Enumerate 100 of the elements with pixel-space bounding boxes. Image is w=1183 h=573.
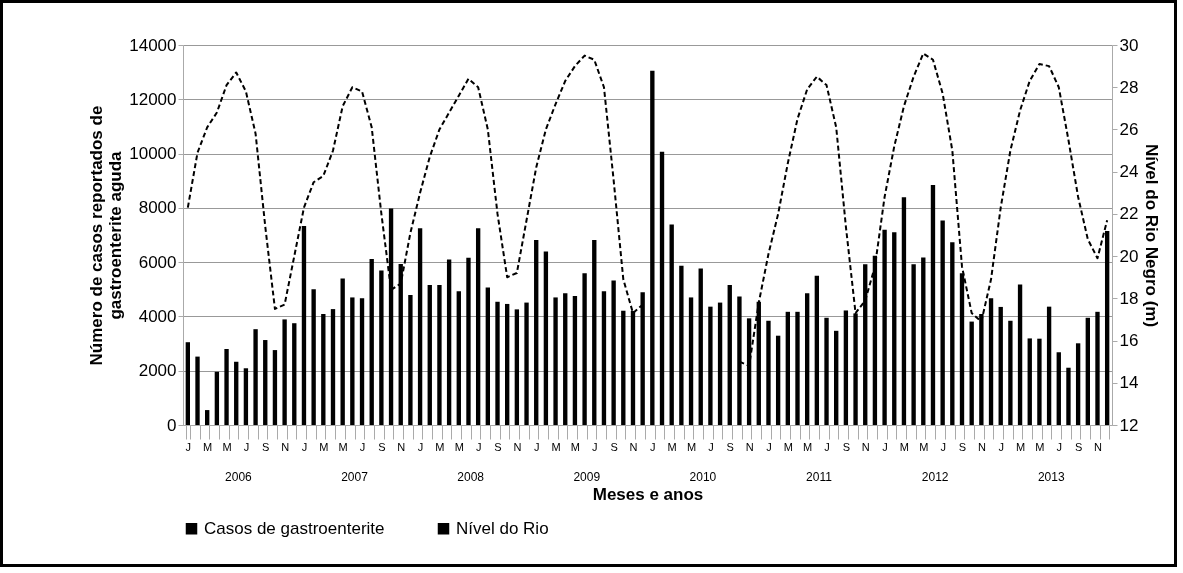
x-tick-label: J bbox=[766, 440, 772, 453]
text: 2011 bbox=[806, 470, 833, 484]
x-tick-label: N bbox=[1094, 440, 1103, 453]
bar bbox=[901, 197, 907, 425]
text: 2008 bbox=[457, 470, 485, 484]
bar bbox=[446, 259, 452, 425]
bar bbox=[834, 330, 839, 425]
x-tick-label: S bbox=[1074, 440, 1083, 453]
x-tick-label: J bbox=[592, 440, 598, 453]
bar bbox=[417, 228, 423, 425]
bar bbox=[534, 239, 539, 425]
bar bbox=[1056, 352, 1061, 425]
bar bbox=[408, 294, 413, 425]
bar bbox=[1027, 338, 1032, 425]
bar bbox=[1037, 338, 1042, 425]
y-tick-label: 0 bbox=[167, 415, 177, 435]
bar bbox=[582, 273, 587, 425]
bar bbox=[921, 257, 926, 425]
bar bbox=[311, 289, 316, 425]
bar bbox=[350, 297, 355, 425]
legend-label: Nível do Rio bbox=[456, 518, 549, 538]
y2-tick-label: 20 bbox=[1119, 246, 1139, 266]
bar bbox=[930, 185, 936, 425]
x-tick-label: M bbox=[454, 440, 464, 453]
bar bbox=[1008, 320, 1013, 425]
bar bbox=[427, 284, 432, 425]
bar bbox=[650, 70, 655, 425]
x-tick-label: J bbox=[417, 440, 424, 453]
x-tick-label: J bbox=[243, 440, 250, 453]
y-tick-label: 4000 bbox=[138, 306, 177, 326]
bar bbox=[688, 297, 694, 425]
x-tick-label: J bbox=[185, 440, 192, 453]
bar bbox=[340, 278, 345, 425]
x-tick-label: S bbox=[958, 440, 967, 453]
bar bbox=[601, 291, 607, 425]
text: 2013 bbox=[1037, 470, 1065, 484]
x-tick-label: S bbox=[494, 440, 502, 453]
y-tick-label: 2000 bbox=[138, 361, 177, 381]
bar bbox=[814, 275, 820, 425]
y-tick-label: 8000 bbox=[138, 198, 177, 218]
y-tick-label: 14000 bbox=[129, 35, 177, 55]
bar bbox=[621, 310, 626, 425]
bar bbox=[785, 311, 790, 425]
bar bbox=[214, 371, 220, 425]
bar bbox=[563, 293, 568, 425]
y-tick-label: 12000 bbox=[129, 89, 177, 109]
bar bbox=[543, 251, 549, 425]
y2-tick-label: 18 bbox=[1119, 288, 1139, 308]
bar bbox=[1017, 284, 1023, 425]
x-tick-label: M bbox=[783, 440, 793, 453]
bar bbox=[495, 301, 500, 425]
bar bbox=[369, 258, 374, 425]
y2-tick-label: 28 bbox=[1119, 77, 1139, 97]
bar bbox=[804, 293, 810, 425]
bar bbox=[1075, 343, 1081, 425]
x-tick-label: J bbox=[650, 440, 656, 453]
bar bbox=[843, 310, 849, 425]
bar bbox=[1066, 367, 1071, 425]
x-tick-label: S bbox=[842, 440, 851, 453]
bar bbox=[466, 257, 471, 425]
bar bbox=[330, 309, 336, 425]
bar bbox=[679, 265, 684, 425]
bar bbox=[553, 297, 558, 425]
x-tick-label: J bbox=[940, 440, 946, 453]
bar bbox=[456, 291, 461, 425]
bar bbox=[272, 350, 278, 425]
x-tick-label: N bbox=[629, 440, 638, 453]
bar bbox=[795, 311, 800, 425]
bar bbox=[195, 356, 200, 425]
x-tick-label: S bbox=[610, 440, 618, 453]
bar bbox=[253, 329, 258, 425]
x-tick-label: M bbox=[1035, 440, 1045, 453]
bar bbox=[437, 284, 442, 425]
x-tick-label: J bbox=[998, 440, 1004, 453]
legend-label: Casos de gastroenterite bbox=[204, 518, 385, 538]
y2-tick-label: 24 bbox=[1119, 162, 1139, 182]
x-tick-label: M bbox=[551, 440, 561, 453]
bar bbox=[911, 264, 916, 425]
x-tick-label: J bbox=[1056, 440, 1063, 453]
x-tick-label: M bbox=[803, 440, 813, 453]
bar bbox=[185, 342, 191, 425]
text: 2006 bbox=[225, 470, 253, 484]
bar bbox=[940, 220, 945, 425]
bar bbox=[224, 349, 229, 425]
x-tick-label: N bbox=[977, 440, 986, 453]
text: 2007 bbox=[341, 470, 369, 484]
bar bbox=[1046, 306, 1052, 425]
bar bbox=[524, 302, 529, 425]
y2-tick-label: 14 bbox=[1119, 373, 1139, 393]
x-tick-label: M bbox=[319, 440, 329, 453]
y2-tick-label: 22 bbox=[1119, 204, 1139, 224]
y-tick-label: 10000 bbox=[129, 144, 177, 164]
x-tick-label: J bbox=[301, 440, 308, 453]
bar bbox=[698, 268, 703, 425]
bar bbox=[243, 368, 249, 425]
x-tick-label: N bbox=[397, 440, 406, 453]
bar bbox=[1085, 317, 1090, 425]
bar bbox=[1095, 311, 1100, 425]
bar bbox=[766, 320, 771, 425]
bar bbox=[592, 239, 597, 425]
